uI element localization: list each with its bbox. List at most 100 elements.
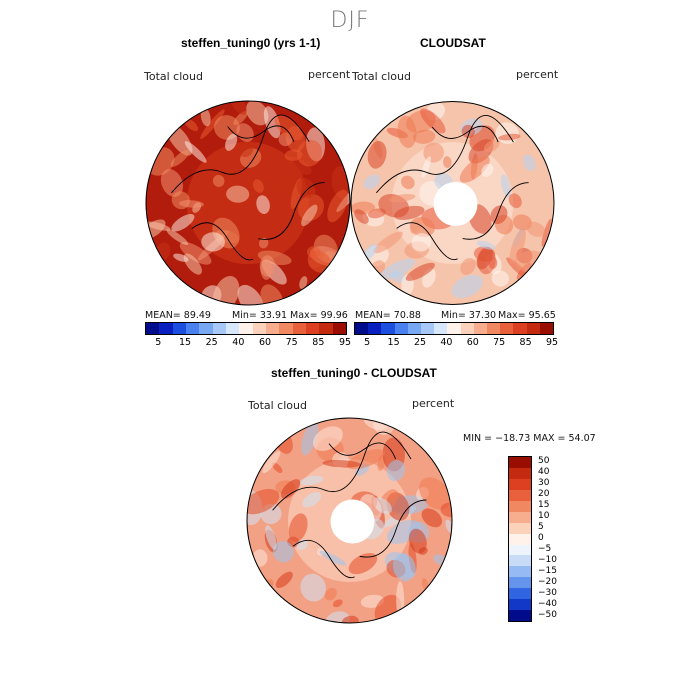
map-patch (419, 477, 451, 510)
colorbar-swatch (500, 323, 514, 334)
panel3-units: percent (412, 397, 455, 410)
panel3-colorbar (508, 456, 532, 622)
colorbar-swatch (319, 323, 333, 334)
coastline (258, 182, 325, 240)
colorbar-tick-label: 75 (493, 337, 506, 348)
panel1-stat-max: Max= 99.96 (290, 310, 348, 321)
map-border (145, 100, 351, 306)
map-patch (263, 106, 281, 139)
map-patch (348, 552, 378, 575)
map-patch (296, 139, 323, 167)
map-patch (373, 231, 403, 254)
coastline (227, 125, 295, 142)
colorbar-tick-label: 25 (205, 337, 218, 348)
colorbar-tick-label: 5 (364, 337, 371, 348)
map-patch (405, 262, 435, 281)
colorbar-tick-label: 75 (285, 337, 298, 348)
coastline (396, 222, 458, 261)
colorbar-swatch (513, 323, 527, 334)
map-field (247, 418, 452, 623)
colorbar-tick-label: 60 (258, 337, 272, 348)
coastline (462, 182, 529, 240)
map-patch (286, 156, 312, 175)
colorbar-tick-label: 0 (538, 533, 544, 543)
colorbar-swatch (509, 566, 531, 578)
panel1-stat-mean: MEAN= 89.49 (145, 310, 211, 321)
map-patch (483, 139, 500, 153)
colorbar-tick-label: −15 (538, 565, 557, 576)
colorbar-tick-label: 60 (466, 337, 479, 348)
missing-data-hole (330, 499, 375, 544)
colorbar-swatch (212, 323, 226, 334)
colorbar-tick-label: 40 (440, 337, 453, 348)
colorbar-tick-label: 5 (155, 337, 162, 348)
map-patch (508, 193, 522, 209)
map-patch (500, 174, 511, 198)
colorbar-swatch (509, 511, 531, 523)
map-patch (307, 250, 332, 273)
colorbar-swatch (487, 323, 501, 334)
colorbar-swatch (252, 323, 266, 334)
map-patch (178, 200, 204, 208)
map-patch (246, 101, 269, 126)
panel1-units: percent (308, 68, 351, 81)
panel2-stat-max: Max= 95.65 (498, 310, 556, 321)
panel2-colorbar (354, 322, 554, 335)
colorbar-swatch (509, 544, 531, 556)
panel2-title: CLOUDSAT (420, 36, 486, 50)
map-patch (173, 253, 189, 262)
colorbar-tick-label: −5 (538, 543, 552, 554)
colorbar-swatch (305, 323, 320, 334)
map-patch (184, 141, 207, 163)
map-patch (526, 221, 546, 237)
map-patch (420, 108, 446, 134)
colorbar-swatch (225, 323, 240, 334)
map-patch (451, 274, 483, 299)
colorbar-swatch (539, 323, 554, 334)
coastline (171, 114, 310, 194)
missing-data-hole (433, 182, 478, 226)
map-patch (397, 115, 417, 148)
colorbar-swatch (509, 467, 531, 479)
colorbar-tick-label: 15 (387, 337, 400, 348)
map-patch (325, 611, 350, 623)
colorbar-swatch (473, 323, 488, 334)
map-patch (410, 217, 422, 234)
map-patch (421, 156, 431, 178)
map-patch (171, 213, 195, 232)
map-patch (522, 154, 536, 172)
panel1-stat-min: Min= 33.91 (232, 310, 288, 321)
map-patch (237, 284, 264, 305)
map-patch (247, 488, 280, 515)
colorbar-swatch (355, 323, 369, 334)
colorbar-swatch (199, 323, 213, 334)
map-patch (225, 133, 238, 151)
colorbar-swatch (509, 522, 531, 534)
map-patch (509, 228, 526, 265)
map-patch (367, 141, 387, 169)
map-patch (481, 163, 494, 177)
map-patch (272, 462, 283, 473)
map-patch (401, 175, 415, 190)
map-patch (312, 426, 343, 451)
coastline (431, 125, 499, 143)
map-patch (388, 194, 416, 203)
colorbar-tick-label: 95 (545, 337, 559, 348)
panel2-polar-map (350, 101, 555, 305)
map-patch (200, 109, 225, 139)
colorbar-swatch (509, 533, 531, 545)
map-patch (421, 578, 429, 591)
map-patch (288, 513, 308, 542)
map-patch (341, 615, 359, 623)
map-border (246, 417, 453, 624)
map-patch (332, 599, 343, 608)
map-patch (226, 185, 250, 203)
colorbar-swatch (421, 323, 435, 334)
colorbar-swatch (509, 478, 531, 490)
map-patch (460, 257, 476, 275)
map-patch (302, 492, 322, 508)
panel1-polar-map (145, 100, 351, 306)
colorbar-swatch (407, 323, 422, 334)
colorbar-swatch (509, 588, 531, 600)
colorbar-tick-label: 40 (538, 467, 550, 478)
